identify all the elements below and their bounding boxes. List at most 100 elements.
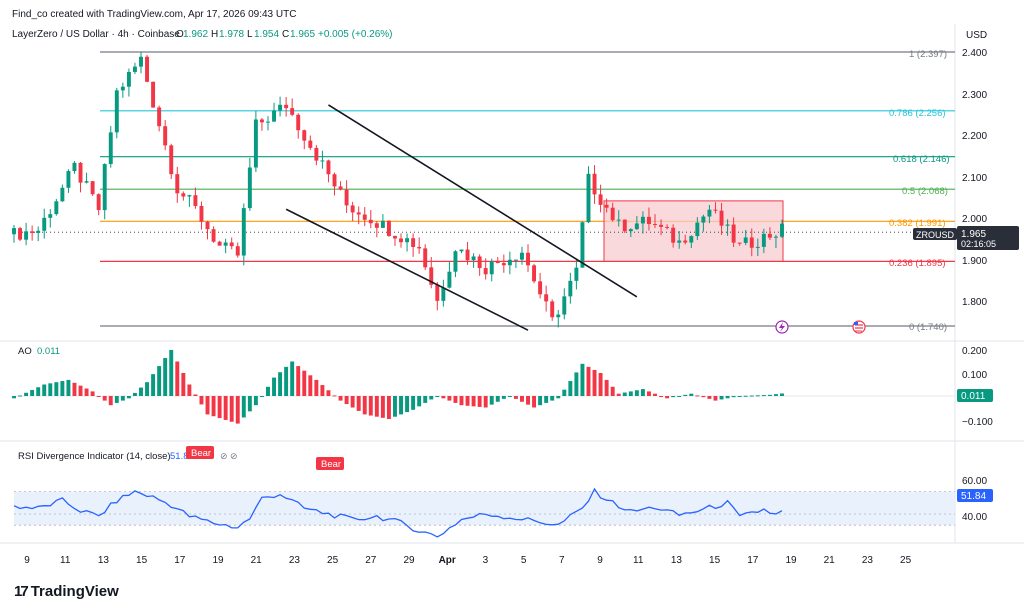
- candle-body: [181, 193, 186, 197]
- candle-body: [72, 162, 77, 172]
- consolidation-box[interactable]: [14, 200, 955, 262]
- candle-body: [749, 237, 754, 248]
- ao-bar: [592, 369, 597, 396]
- candle-body: [90, 181, 95, 195]
- candle-body: [695, 222, 700, 237]
- ao-bar: [132, 392, 137, 396]
- ao-bar: [459, 396, 464, 406]
- candle-body: [483, 268, 488, 275]
- symbol-title[interactable]: LayerZero / US Dollar · 4h · Coinbase: [12, 29, 180, 40]
- ohlc-low-label: L: [247, 29, 253, 40]
- candle-body: [767, 233, 772, 238]
- candle-body: [562, 296, 567, 315]
- time-tick: 15: [136, 555, 148, 566]
- fib-label-0786: 0.786 (2.256): [889, 108, 946, 119]
- candle-body: [296, 114, 301, 131]
- lightning-event-icon[interactable]: [775, 320, 789, 334]
- ao-bar: [520, 396, 524, 402]
- candle-body: [513, 259, 518, 261]
- candle-body: [48, 214, 53, 218]
- current-price-tag[interactable]: ZROUSD 1.965 02:16:05: [913, 226, 1019, 250]
- candle-body: [356, 212, 361, 215]
- price-tag-bg: [957, 226, 1019, 250]
- time-tick: 19: [785, 555, 797, 566]
- candle-body: [54, 201, 59, 215]
- ao-bar: [526, 396, 530, 405]
- candle-body: [126, 71, 131, 87]
- attribution-text: Find_co created with TradingView.com, Ap…: [12, 9, 296, 20]
- candle-body: [42, 217, 47, 231]
- ao-bar: [604, 379, 609, 396]
- candle-body: [108, 132, 113, 165]
- ao-current-tag: [957, 389, 993, 402]
- fibonacci-retracement[interactable]: [100, 51, 955, 327]
- candle-body: [526, 252, 530, 266]
- candle-body: [520, 252, 524, 260]
- candle-body: [453, 251, 458, 272]
- candle-body: [205, 221, 210, 230]
- candle-body: [538, 281, 543, 295]
- price-tick: 2.200: [962, 131, 987, 142]
- candle-body: [157, 107, 162, 127]
- ao-bar: [362, 396, 367, 415]
- descending-channel[interactable]: [285, 104, 638, 331]
- candle-body: [247, 167, 252, 209]
- ao-bar: [181, 373, 186, 396]
- ao-bar: [296, 366, 301, 396]
- ao-bar: [743, 395, 748, 397]
- ao-bar: [374, 396, 379, 417]
- ao-bar: [308, 375, 313, 396]
- time-axis[interactable]: 9 11 13 15 17 19 21 23 25 27 29 Apr 3 5 7 9 11 13 15 17 19 21…: [24, 555, 911, 566]
- symbol-tag-bg: [913, 228, 957, 240]
- time-tick: 13: [98, 555, 110, 566]
- candle-body: [350, 205, 355, 213]
- candle-body: [386, 220, 391, 236]
- candle-body: [701, 216, 706, 223]
- candle-body: [544, 294, 549, 302]
- ao-bar: [417, 396, 422, 407]
- time-tick: 7: [559, 555, 565, 566]
- price-tick: 2.000: [962, 214, 987, 225]
- ao-bar: [665, 396, 670, 399]
- ao-bar: [441, 396, 446, 399]
- rsi-title[interactable]: RSI Divergence Indicator (14, close): [18, 451, 171, 462]
- candle-body: [259, 119, 264, 123]
- ao-bar: [241, 396, 246, 418]
- candle-body: [380, 220, 385, 228]
- time-tick: 3: [483, 555, 489, 566]
- candle-body: [320, 160, 325, 162]
- candle-body: [441, 287, 446, 301]
- ao-bar: [78, 385, 83, 396]
- candle-body: [501, 263, 506, 266]
- candle-body: [241, 208, 246, 256]
- candle-body: [622, 219, 627, 232]
- ao-tick: −0.100: [962, 417, 993, 428]
- tradingview-logo[interactable]: 17 TradingView: [14, 583, 119, 600]
- ao-title[interactable]: AO: [18, 346, 32, 357]
- ao-bar: [761, 395, 766, 397]
- candle-body: [616, 219, 621, 221]
- us-flag-event-icon[interactable]: [852, 320, 866, 334]
- ao-bar: [713, 396, 718, 401]
- ao-bar: [465, 396, 470, 406]
- ao-bar: [731, 396, 736, 398]
- candle-body: [393, 235, 397, 239]
- ao-bar: [48, 383, 53, 396]
- ao-bar: [634, 390, 639, 396]
- symbol-tag-text: ZROUSD: [916, 230, 955, 240]
- rsi-hidden-icon[interactable]: ⊘ ⊘: [220, 451, 238, 461]
- time-tick: 25: [900, 555, 912, 566]
- candle-body: [24, 231, 29, 240]
- ao-bar: [471, 396, 476, 407]
- ao-bar: [507, 396, 512, 397]
- candle-body: [132, 66, 137, 72]
- ao-bar: [755, 395, 760, 397]
- candle-body: [550, 301, 555, 318]
- time-tick: 17: [174, 555, 186, 566]
- ohlc-close-value: 1.965: [290, 29, 315, 40]
- candle-body: [731, 224, 736, 243]
- rsi-tick: 40.00: [962, 512, 987, 523]
- ao-tick: 0.100: [962, 370, 987, 381]
- currency-label[interactable]: USD: [966, 30, 987, 41]
